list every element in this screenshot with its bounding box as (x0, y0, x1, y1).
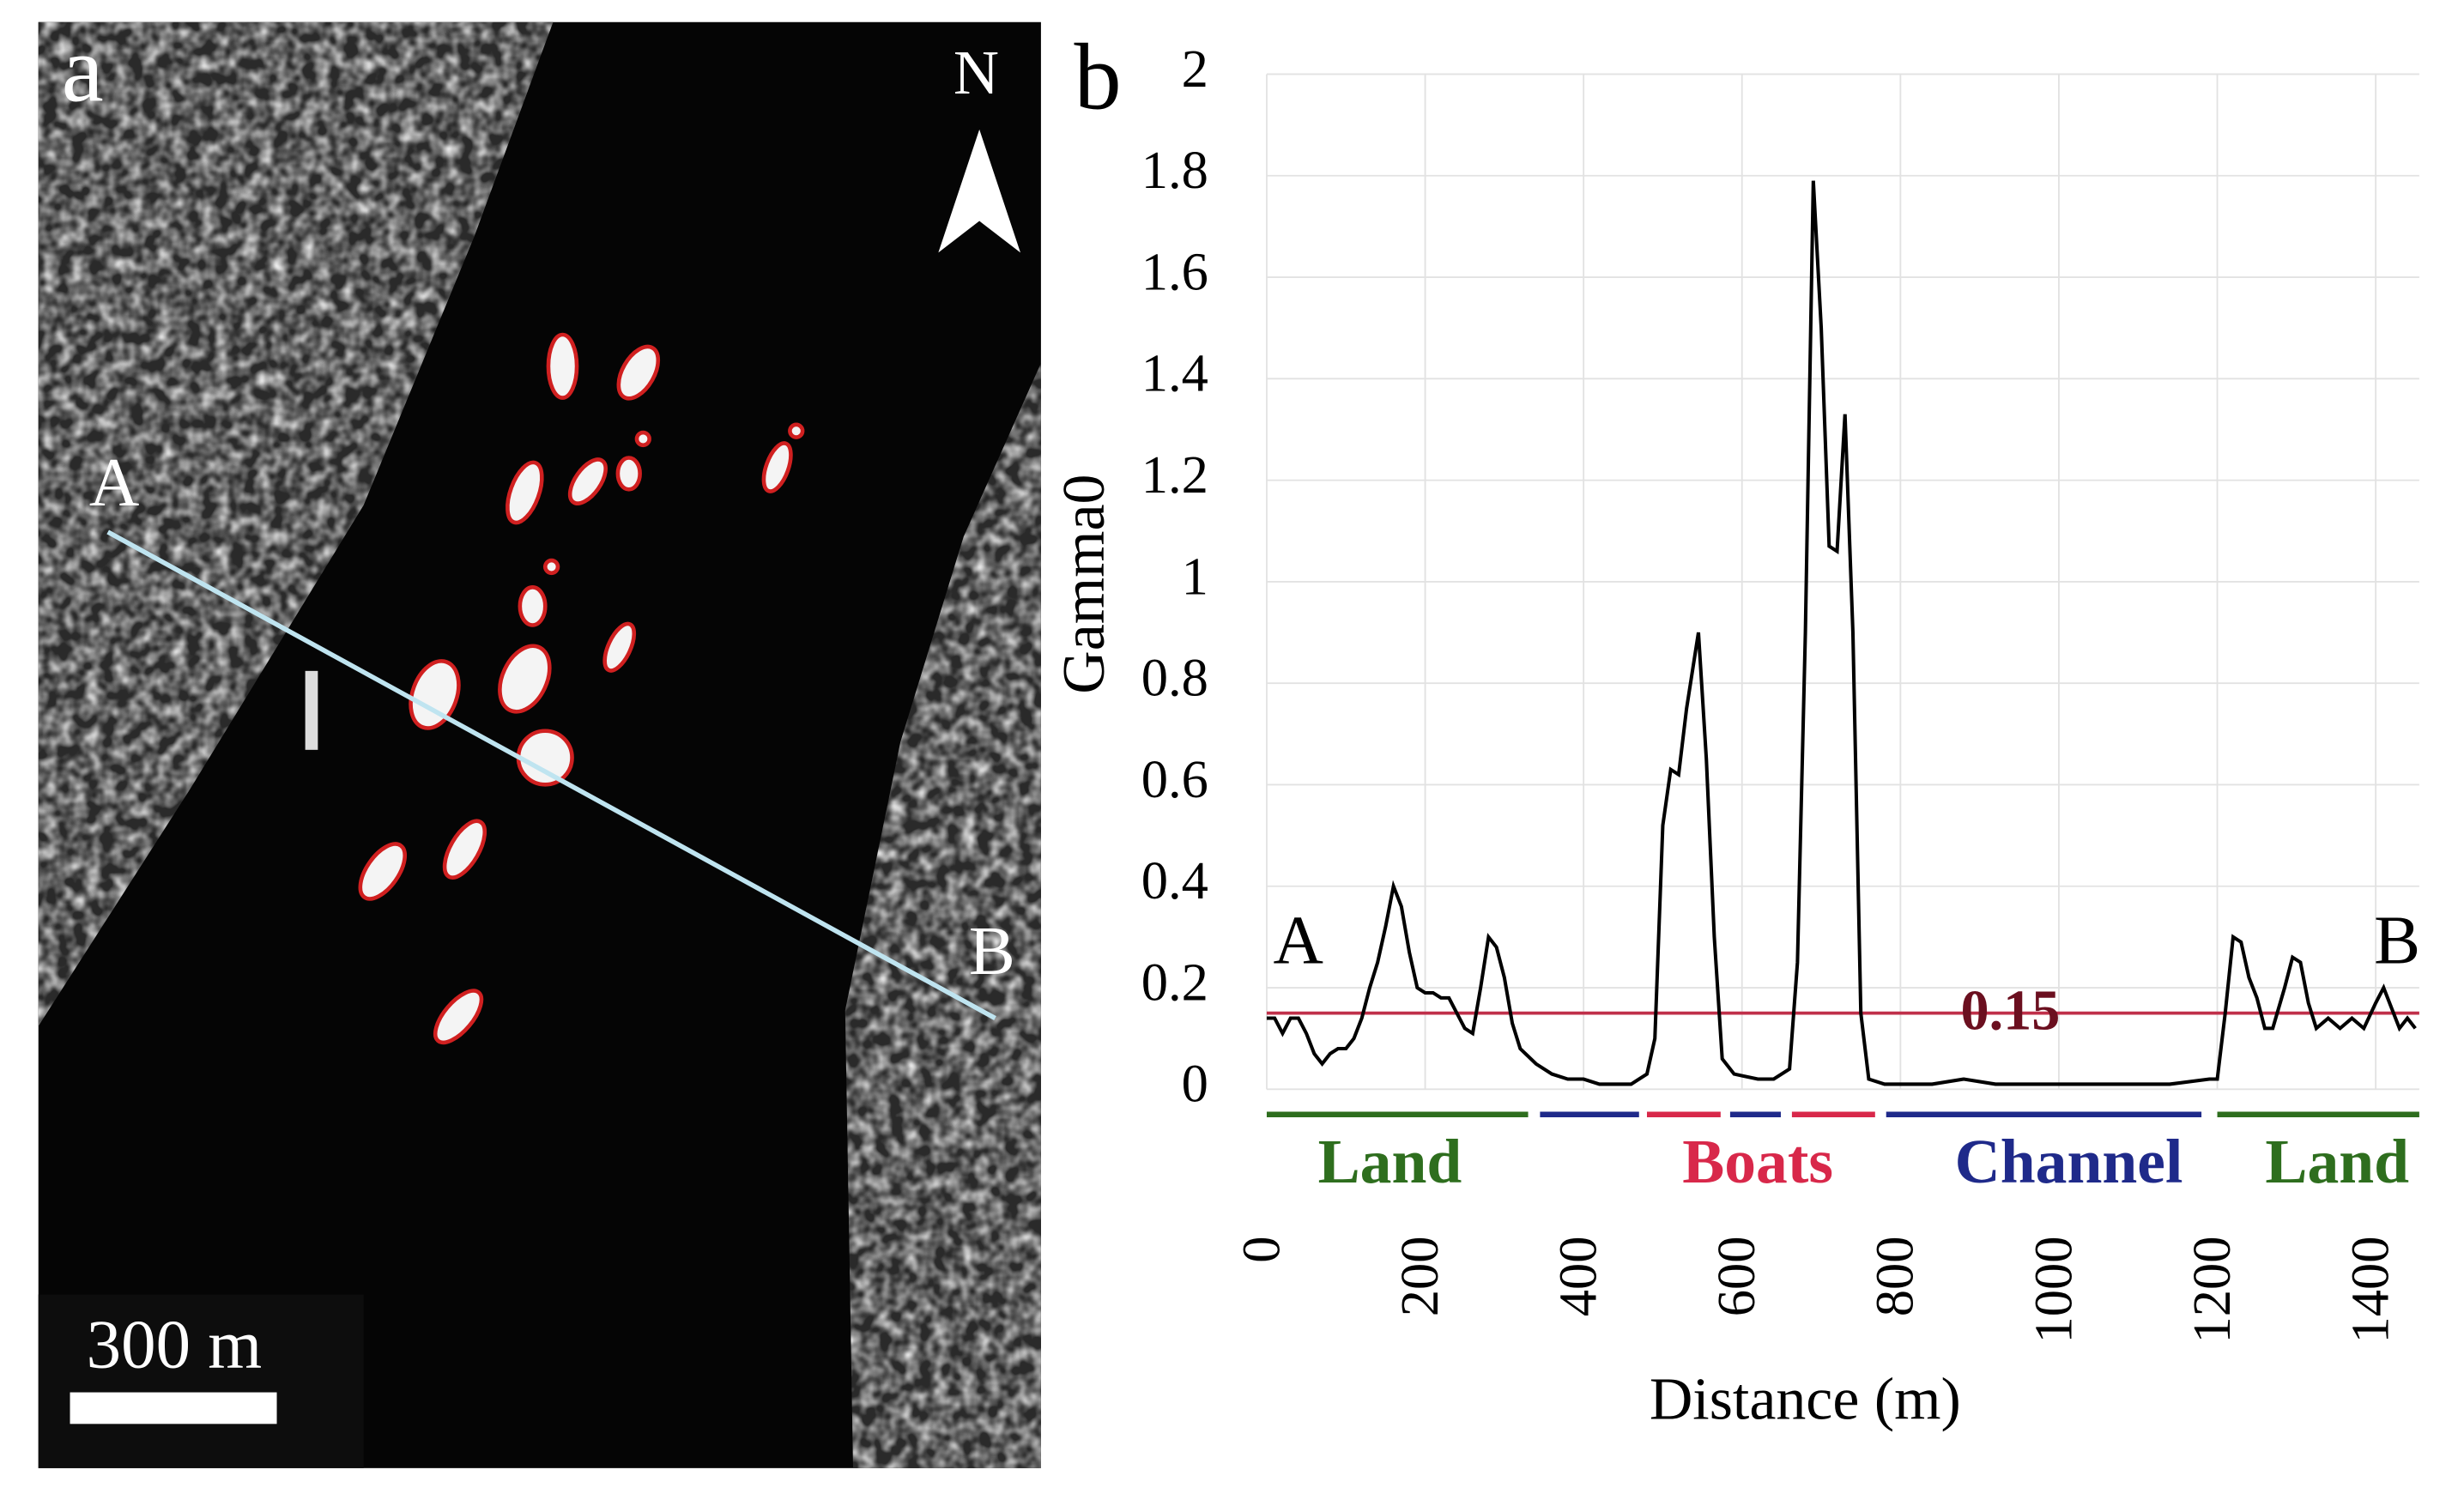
point-label: B (2374, 901, 2420, 978)
y-tick-label: 1.6 (1141, 241, 1208, 301)
y-tick-label: 2 (1182, 39, 1208, 99)
land-left-texture (38, 21, 554, 1026)
boat (516, 729, 574, 787)
threshold-label: 0.15 (1960, 980, 2060, 1043)
boat (506, 460, 544, 525)
y-tick-label: 0.8 (1141, 648, 1208, 708)
boat (616, 344, 661, 401)
panel-label: b (1075, 25, 1122, 130)
transect-line (106, 529, 996, 1020)
scale-bar (70, 1392, 277, 1424)
point-label: A (1274, 901, 1323, 978)
profile-chart: b Distance (m) Gamma0 0 0.2 0.4 0.6 0.8 1 1.2 1… (1051, 25, 2420, 1433)
boat (442, 819, 487, 880)
boat (788, 422, 805, 439)
panel-label: a (62, 16, 104, 121)
region-label: Channel (1955, 1126, 2183, 1196)
profile-line (1266, 180, 2417, 1086)
x-tick-label: 1000 (2023, 1236, 2083, 1343)
region-label: Land (1318, 1126, 1462, 1196)
x-tick-label: 400 (1548, 1236, 1608, 1316)
sar-image-panel: 300 m a N A B (38, 16, 1041, 1468)
north-arrow (938, 129, 1020, 253)
x-tick-label: 600 (1706, 1236, 1766, 1316)
point-label: B (969, 912, 1015, 989)
point-label: A (89, 444, 139, 521)
boat (358, 842, 408, 901)
boat (518, 585, 548, 627)
boat (602, 621, 637, 673)
bright-target (305, 670, 318, 750)
region-label: Boats (1682, 1126, 1833, 1196)
x-axis-title: Distance (m) (1650, 1366, 1961, 1432)
boat (546, 332, 579, 400)
y-tick-label: 0.6 (1141, 749, 1208, 809)
y-tick-label: 1.8 (1141, 140, 1208, 200)
y-tick-label: 1.2 (1141, 445, 1208, 505)
y-axis-title: Gamma0 (1051, 475, 1117, 694)
y-tick-label: 0.2 (1141, 952, 1208, 1012)
y-tick-label: 1.4 (1141, 343, 1208, 403)
y-tick-label: 1 (1182, 546, 1208, 606)
y-tick-label: 0 (1182, 1054, 1208, 1114)
boat (761, 441, 793, 493)
boat (634, 430, 651, 448)
boat (409, 659, 461, 730)
region-label: Land (2265, 1126, 2409, 1196)
scale-bar-label: 300 m (87, 1305, 263, 1382)
north-label: N (954, 37, 999, 107)
land-right-texture (845, 363, 1041, 1468)
x-tick-label: 1200 (2182, 1236, 2242, 1343)
scale-bar-box (38, 1294, 364, 1468)
boat (498, 644, 552, 714)
boats (358, 332, 805, 1045)
boat (433, 989, 484, 1045)
x-tick-label: 0 (1231, 1236, 1291, 1262)
boat (542, 558, 560, 576)
boat (567, 457, 608, 505)
x-tick-label: 800 (1865, 1236, 1925, 1316)
y-tick-label: 0.4 (1141, 850, 1208, 910)
x-tick-label: 200 (1389, 1236, 1450, 1316)
x-tick-label: 1400 (2340, 1236, 2400, 1343)
boat (615, 456, 642, 492)
